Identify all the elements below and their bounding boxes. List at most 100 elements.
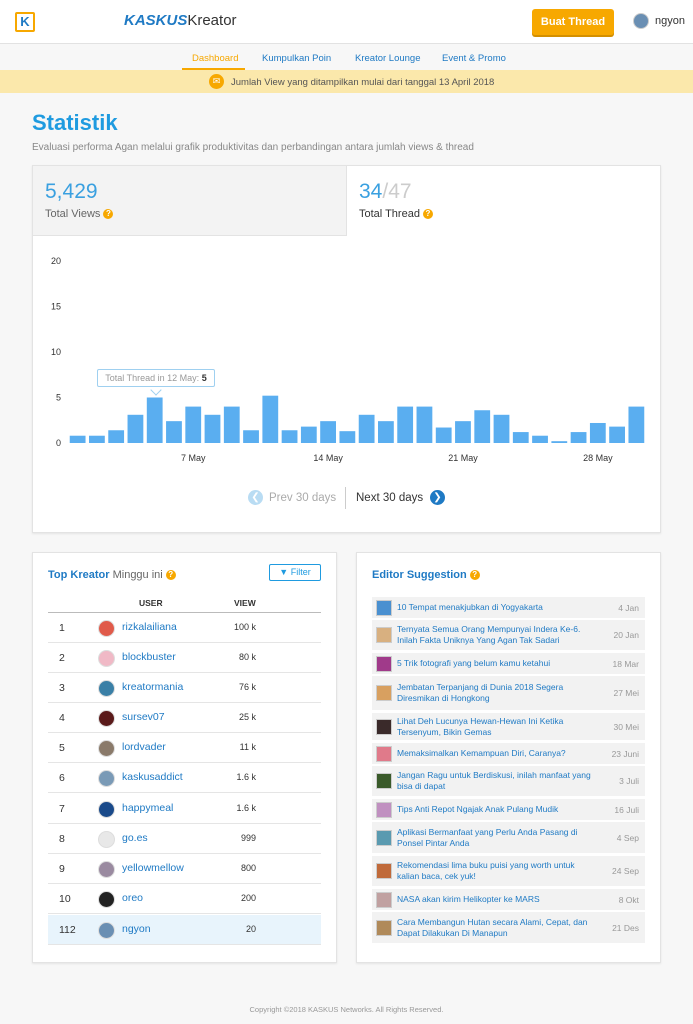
kreator-avatar[interactable] [98,922,115,939]
kreator-avatar[interactable] [98,650,115,667]
suggestion-item[interactable]: Cara Membangun Hutan secara Alami, Cepat… [372,912,645,943]
chart-bar[interactable] [416,406,433,443]
chart-bar[interactable] [320,421,336,443]
suggestion-item[interactable]: Memaksimalkan Kemampuan Diri, Caranya? 23… [372,743,645,764]
help-icon[interactable]: ? [165,570,176,580]
chart-bar[interactable] [243,430,259,443]
kaskus-kreator-logo[interactable]: KASKUSKreator [124,12,237,29]
kreator-avatar[interactable] [98,710,115,727]
kreator-row[interactable]: 5 lordvader 11 k [48,733,321,763]
suggestion-thumbnail[interactable] [376,685,392,701]
suggestion-title[interactable]: Cara Membangun Hutan secara Alami, Cepat… [397,917,588,938]
total-thread-value[interactable]: 34/47 [359,180,412,204]
kreator-name[interactable]: happymeal [122,802,174,814]
chart-bar[interactable] [435,427,452,443]
chart-bar[interactable] [378,421,394,443]
chart-bar[interactable] [146,397,163,444]
tab-event-promo[interactable]: Event & Promo [442,53,506,64]
chart-bar[interactable] [570,432,587,443]
suggestion-title[interactable]: 5 Trik fotografi yang belum kamu ketahui [397,658,551,668]
kreator-row[interactable]: 1 rizkalailiana 100 k [48,613,321,643]
suggestion-item[interactable]: Aplikasi Bermanfaat yang Perlu Anda Pasa… [372,822,645,853]
help-icon[interactable]: ? [103,209,114,219]
suggestion-item[interactable]: 10 Tempat menakjubkan di Yogyakarta 4 Jan [372,597,645,618]
suggestion-item[interactable]: Jangan Ragu untuk Berdiskusi, inilah man… [372,766,645,796]
chart-bar[interactable] [397,406,414,443]
kreator-name[interactable]: go.es [122,832,148,844]
kreator-name[interactable]: rizkalailiana [122,621,177,633]
suggestion-thumbnail[interactable] [376,773,392,789]
kreator-avatar[interactable] [98,861,115,878]
suggestion-title[interactable]: Aplikasi Bermanfaat yang Perlu Anda Pasa… [397,827,578,848]
chart-bar[interactable] [474,410,491,443]
tab-kreator-lounge[interactable]: Kreator Lounge [355,53,421,64]
chart-bar[interactable] [185,406,202,443]
kreator-row[interactable]: 2 blockbuster 80 k [48,643,321,673]
suggestion-thumbnail[interactable] [376,863,392,879]
prev-arrow-icon[interactable]: ❮ [248,490,263,505]
kreator-name[interactable]: blockbuster [122,651,176,663]
chart-bar[interactable] [512,432,529,443]
kreator-avatar[interactable] [98,831,115,848]
help-icon[interactable]: ? [422,209,433,219]
kreator-name[interactable]: lordvader [122,741,166,753]
chart-bar[interactable] [127,414,144,443]
suggestion-title[interactable]: NASA akan kirim Helikopter ke MARS [397,894,540,904]
suggestion-thumbnail[interactable] [376,746,392,762]
suggestion-title[interactable]: Ternyata Semua Orang Mempunyai Indera Ke… [397,624,581,645]
kreator-avatar[interactable] [98,680,115,697]
suggestion-item[interactable]: 5 Trik fotografi yang belum kamu ketahui… [372,653,645,674]
kreator-name[interactable]: oreo [122,892,144,904]
kreator-row[interactable]: 8 go.es 999 [48,824,321,854]
kreator-row[interactable]: 4 sursev07 25 k [48,703,321,733]
chart-bar[interactable] [262,395,279,443]
suggestion-item[interactable]: Rekomendasi lima buku puisi yang worth u… [372,856,645,886]
chart-bar[interactable] [358,414,375,443]
kreator-row[interactable]: 9 yellowmellow 800 [48,854,321,884]
suggestion-item[interactable]: Ternyata Semua Orang Mempunyai Indera Ke… [372,620,645,650]
suggestion-thumbnail[interactable] [376,802,392,818]
suggestion-title[interactable]: Lihat Deh Lucunya Hewan-Hewan Ini Ketika… [397,716,564,737]
suggestion-thumbnail[interactable] [376,600,392,616]
kreator-row[interactable]: 6 kaskusaddict 1.6 k [48,763,321,793]
chart-bar[interactable] [300,426,317,443]
chart-bar[interactable] [89,435,105,443]
suggestion-item[interactable]: Tips Anti Repot Ngajak Anak Pulang Mudik… [372,799,645,820]
kreator-avatar[interactable] [98,801,115,818]
help-icon[interactable]: ? [469,570,480,580]
kreator-avatar[interactable] [98,891,115,908]
suggestion-thumbnail[interactable] [376,920,392,936]
kreator-name[interactable]: ngyon [122,923,151,935]
chart-bar[interactable] [532,435,548,443]
chart-bar[interactable] [339,431,356,443]
tab-kumpulkan-poin[interactable]: Kumpulkan Poin [262,53,332,64]
filter-button[interactable]: ▼ Filter [269,564,321,581]
kreator-avatar[interactable] [98,620,115,637]
new-thread-button[interactable]: Buat Thread [532,9,614,35]
chart-bar[interactable] [589,422,606,443]
kreator-row[interactable]: 10 oreo 200 [48,884,321,914]
kaskus-home-icon[interactable]: K [15,12,35,32]
next-30-days-button[interactable]: Next 30 days [356,492,424,504]
chart-bar[interactable] [204,414,221,443]
chart-bar[interactable] [493,414,510,443]
suggestion-thumbnail[interactable] [376,892,392,908]
kreator-row[interactable]: 3 kreatormania 76 k [48,673,321,703]
chart-bar[interactable] [166,421,182,443]
kreator-row[interactable]: 112 ngyon 20 [48,915,321,945]
kreator-name[interactable]: kreatormania [122,681,184,693]
kreator-row[interactable]: 7 happymeal 1.6 k [48,794,321,824]
user-name[interactable]: ngyon [655,15,685,27]
total-views-tab[interactable] [33,166,347,236]
suggestion-thumbnail[interactable] [376,830,392,846]
chart-bar[interactable] [455,421,471,443]
prev-30-days-button[interactable]: Prev 30 days [269,492,337,504]
suggestion-item[interactable]: Jembatan Terpanjang di Dunia 2018 Segera… [372,676,645,710]
user-avatar[interactable] [633,13,649,29]
tab-dashboard[interactable]: Dashboard [192,53,239,64]
kreator-name[interactable]: sursev07 [122,711,165,723]
kreator-name[interactable]: yellowmellow [122,862,184,874]
chart-bar[interactable] [223,406,240,443]
suggestion-title[interactable]: 10 Tempat menakjubkan di Yogyakarta [397,602,543,612]
kreator-avatar[interactable] [98,770,115,787]
